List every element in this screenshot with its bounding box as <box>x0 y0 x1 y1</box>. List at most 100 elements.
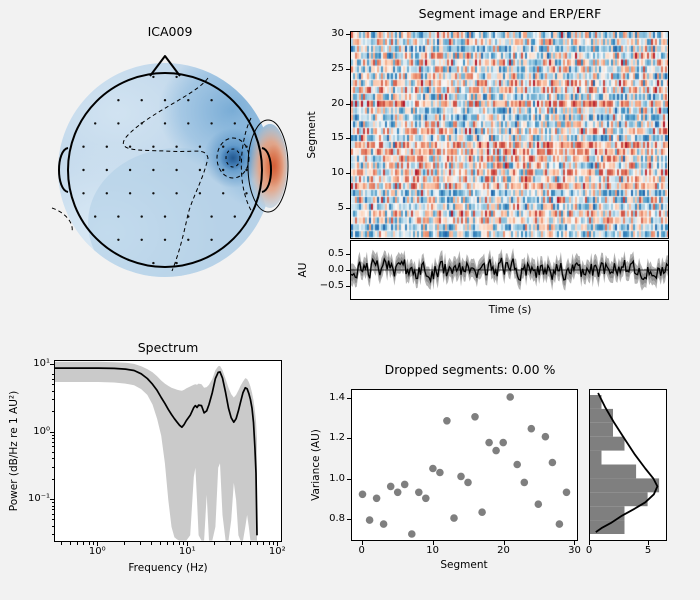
tick-mark <box>187 542 189 546</box>
tick-mark <box>51 446 54 448</box>
tick-mark <box>346 207 350 209</box>
tick-mark <box>183 542 185 545</box>
tick-mark <box>50 431 54 433</box>
tick-mark <box>124 542 126 545</box>
tick-label: 30 <box>331 28 344 40</box>
spectrum-panel <box>54 360 282 542</box>
tick-mark <box>51 384 54 386</box>
topomap-contours <box>51 77 289 272</box>
tick-mark <box>346 103 350 105</box>
tick-mark <box>346 138 350 140</box>
tick-label: 0.5 <box>328 248 344 260</box>
histogram-graphic <box>590 392 660 534</box>
tick-mark <box>51 458 54 460</box>
tick-mark <box>51 378 54 380</box>
contour-dashed-right <box>240 117 253 213</box>
tick-label: 10⁰ <box>33 425 50 437</box>
variance-title: Dropped segments: 0.00 % <box>384 362 556 377</box>
tick-mark <box>574 541 576 545</box>
tick-mark <box>346 69 350 71</box>
tick-mark <box>51 374 54 376</box>
variance-panel <box>351 389 578 541</box>
segment-image-panel <box>350 31 669 239</box>
variance-graphic <box>358 393 571 538</box>
tick-label: 30 <box>568 545 581 556</box>
tick-label: 5 <box>337 201 344 213</box>
tick-mark <box>250 542 252 545</box>
tick-mark <box>263 542 265 545</box>
tick-mark <box>51 438 54 440</box>
tick-label: 5 <box>644 545 652 556</box>
tick-mark <box>346 34 350 36</box>
tick-mark <box>230 542 232 545</box>
tick-mark <box>51 505 54 507</box>
tick-mark <box>347 478 351 480</box>
erp-xlabel: Time (s) <box>488 304 532 316</box>
tick-mark <box>503 541 505 545</box>
variance-ylabel: Variance (AU) <box>310 429 322 501</box>
tick-label: 10 <box>331 167 344 179</box>
contour-dashed-blob-outer <box>216 137 250 179</box>
tick-mark <box>51 466 54 468</box>
tick-label: 10 <box>426 545 439 556</box>
tick-mark <box>178 542 180 545</box>
tick-label: 1.2 <box>329 432 345 444</box>
histogram-panel <box>589 389 667 541</box>
tick-mark <box>77 542 79 545</box>
electrode-dots <box>82 75 248 265</box>
tick-mark <box>97 542 99 546</box>
tick-label: 25 <box>331 63 344 75</box>
topomap-graphic <box>51 55 289 277</box>
tick-mark <box>346 270 350 271</box>
topomap-panel <box>28 33 302 307</box>
tick-mark <box>173 542 175 545</box>
topomap-field <box>58 63 287 277</box>
tick-mark <box>160 542 162 545</box>
tick-mark <box>140 542 142 545</box>
erp-ylabel: AU <box>297 262 309 278</box>
tick-mark <box>51 534 54 536</box>
tick-mark <box>273 542 275 545</box>
tick-label: 15 <box>331 132 344 144</box>
contour-dashed-main <box>122 77 209 272</box>
tick-label: 20 <box>497 545 510 556</box>
topomap-title: ICA009 <box>147 24 193 39</box>
tick-mark <box>88 542 90 545</box>
tick-label: 1.4 <box>329 392 345 404</box>
head-circle <box>67 72 263 268</box>
tick-mark <box>648 541 650 545</box>
tick-mark <box>51 390 54 392</box>
tick-mark <box>51 525 54 527</box>
tick-label: 0.8 <box>329 512 345 524</box>
tick-mark <box>50 364 54 365</box>
segment-image-title: Segment image and ERP/ERF <box>418 6 602 21</box>
spectrum-ylabel: Power (dB/Hz re 1 AU²) <box>8 390 20 512</box>
tick-mark <box>51 441 54 443</box>
head-outline <box>58 55 272 268</box>
tick-label: 0.0 <box>328 264 344 275</box>
contour-solid-red <box>247 119 289 213</box>
tick-mark <box>268 542 270 545</box>
tick-label: −0.5 <box>319 279 344 291</box>
tick-mark <box>50 499 54 500</box>
tick-mark <box>51 519 54 521</box>
segment-raster <box>351 32 668 238</box>
tick-mark <box>361 541 363 545</box>
tick-mark <box>277 542 279 546</box>
tick-label: 10¹ <box>178 546 196 557</box>
tick-label: 20 <box>331 97 344 109</box>
tick-label: 10⁻¹ <box>27 493 50 504</box>
tick-label: 10² <box>268 546 286 557</box>
tick-mark <box>347 398 351 400</box>
erp-panel <box>350 240 669 300</box>
tick-mark <box>51 411 54 413</box>
tick-mark <box>51 502 54 504</box>
tick-mark <box>347 518 351 520</box>
erp-graphic <box>351 248 668 291</box>
tick-mark <box>257 542 259 545</box>
tick-mark <box>51 478 54 480</box>
tick-mark <box>346 285 350 287</box>
tick-mark <box>70 542 72 545</box>
tick-label: 0 <box>585 545 593 556</box>
